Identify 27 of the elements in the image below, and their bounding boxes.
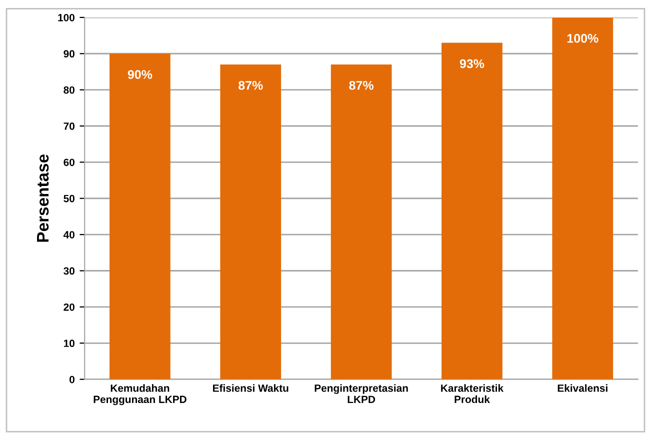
y-tick-label: 40 (63, 231, 74, 238)
y-tick-label: 60 (64, 158, 74, 166)
y-tick-label: 90 (64, 50, 74, 58)
y-tick-label: 20 (64, 303, 74, 311)
x-tick-label: Kemudahan Penggunaan LKPD (94, 384, 186, 406)
x-tick-label: Ekivalensi (558, 384, 608, 392)
data-label: 87% (238, 80, 263, 90)
y-tick-label: 50 (64, 194, 74, 202)
y-tick-label: 70 (64, 122, 74, 130)
x-tick-label: Efisiensi Waktu (213, 384, 288, 392)
x-tick-label: Karakteristik Produk (441, 384, 504, 404)
x-tick-label: Penginterpretasian LKPD (314, 384, 408, 403)
y-tick-label: 100 (58, 14, 74, 22)
y-axis-title: Persentase (37, 154, 49, 242)
bar (110, 54, 170, 380)
bar (220, 64, 282, 380)
data-label: 100% (567, 34, 598, 43)
data-label: 87% (349, 80, 374, 90)
bar (442, 42, 502, 380)
data-label: 93% (460, 59, 484, 68)
bar (552, 17, 614, 380)
data-label: 90% (128, 70, 152, 79)
bar (330, 64, 392, 380)
y-tick-label: 0 (70, 376, 74, 384)
y-tick-label: 30 (64, 267, 74, 275)
y-tick-label: 80 (64, 86, 74, 94)
y-tick-label: 10 (64, 340, 74, 348)
